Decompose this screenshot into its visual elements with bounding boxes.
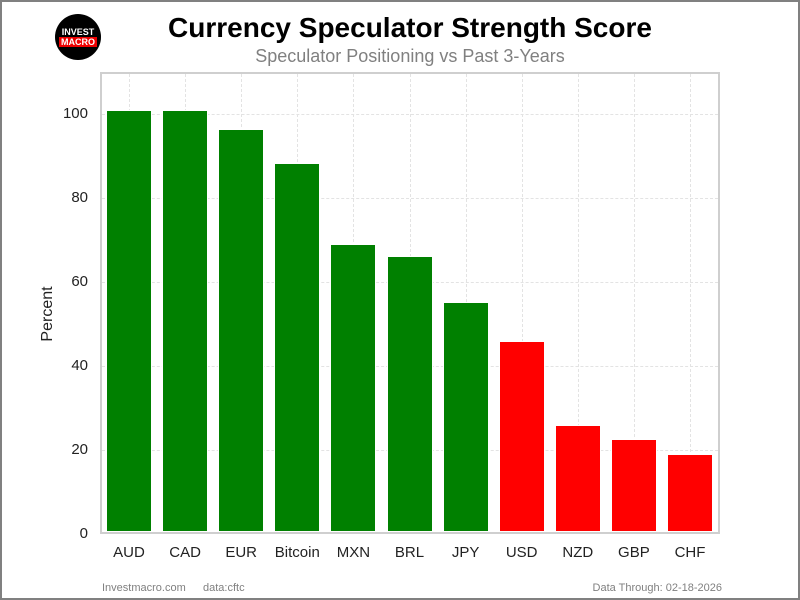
- x-tick-label: Bitcoin: [274, 544, 320, 561]
- bar-chf: [667, 453, 713, 532]
- bar-eur: [218, 129, 265, 532]
- bar-cad: [162, 110, 209, 532]
- bar-mxn: [330, 243, 377, 532]
- grid-line-vertical: [633, 74, 635, 532]
- x-tick-label: CHF: [674, 544, 706, 561]
- footer-site: Investmacro.com: [102, 582, 186, 594]
- footer-source: data:cftc: [203, 582, 245, 594]
- grid-line-horizontal: [102, 198, 718, 199]
- logo-line1: INVEST: [61, 27, 95, 37]
- investmacro-logo: INVEST MACRO: [55, 14, 101, 60]
- x-tick-label: JPY: [451, 544, 480, 561]
- x-tick-label: AUD: [113, 544, 145, 561]
- x-tick-label: NZD: [562, 544, 594, 561]
- bar-usd: [498, 341, 545, 532]
- x-tick-label: USD: [505, 544, 538, 561]
- y-axis-label: Percent: [39, 286, 56, 342]
- bar-brl: [386, 256, 433, 532]
- x-tick-label: MXN: [336, 544, 371, 561]
- y-tick-label: 40: [71, 357, 88, 374]
- bar-jpy: [442, 301, 489, 532]
- grid-line-vertical: [690, 74, 691, 532]
- x-tick-label: BRL: [394, 544, 425, 561]
- y-tick-label: 0: [79, 525, 88, 542]
- x-tick-label: CAD: [169, 544, 201, 561]
- bar-bitcoin: [274, 162, 321, 532]
- logo-line2: MACRO: [59, 37, 97, 47]
- y-tick-label: 100: [62, 105, 88, 122]
- footer-data-through: Data Through: 02-18-2026: [592, 582, 722, 594]
- bar-aud: [106, 110, 152, 532]
- grid-line-vertical: [577, 74, 579, 532]
- chart-title: Currency Speculator Strength Score: [168, 12, 652, 43]
- grid-line-horizontal: [102, 114, 718, 115]
- chart-subtitle: Speculator Positioning vs Past 3-Years: [255, 46, 565, 66]
- x-tick-label: GBP: [618, 544, 650, 561]
- plot-area: [100, 72, 720, 534]
- y-tick-label: 60: [71, 273, 88, 290]
- grid-line-vertical: [521, 74, 523, 532]
- x-tick-label: EUR: [225, 544, 258, 561]
- y-tick-label: 20: [71, 441, 88, 458]
- bar-gbp: [610, 438, 657, 532]
- bar-nzd: [554, 425, 601, 532]
- y-tick-label: 80: [71, 189, 88, 206]
